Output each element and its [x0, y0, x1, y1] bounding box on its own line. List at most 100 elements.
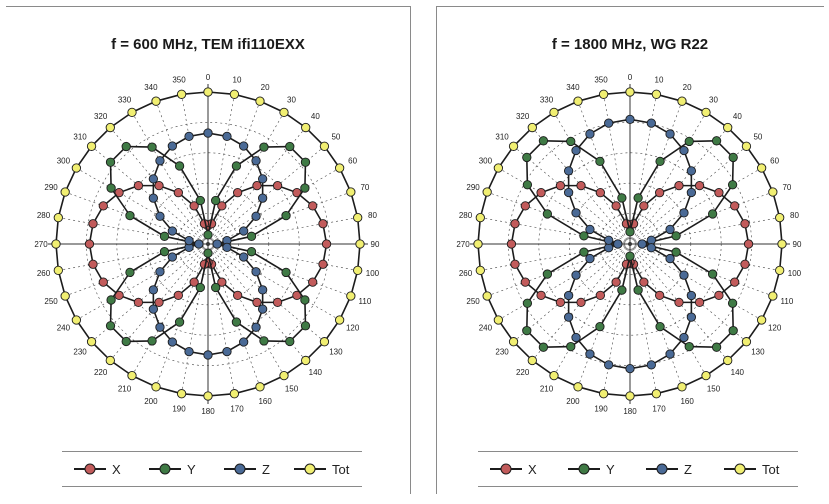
data-point-tot [229, 89, 240, 99]
legend-marker-y [568, 463, 600, 475]
data-point-z [585, 349, 595, 359]
data-point-y [617, 285, 627, 295]
series-z [148, 128, 268, 360]
data-point-z [155, 156, 165, 166]
data-point-z [251, 211, 261, 221]
grid-spoke [181, 94, 209, 245]
panel-edge [6, 6, 410, 7]
angle-tick-label: 170 [230, 404, 244, 413]
data-point-tot [777, 239, 787, 249]
grid-spoke [629, 167, 762, 245]
data-point-z [625, 363, 635, 374]
grid-spoke [207, 191, 351, 245]
series-y [105, 141, 311, 347]
grid-spoke [577, 243, 631, 387]
data-point-tot [527, 355, 537, 366]
data-point-z [571, 208, 581, 218]
data-point-y [671, 231, 681, 241]
polar-plot: 0 10 20 30 40 50 60 70 80 90 100 110 120 130 140 150 160… [34, 73, 380, 416]
grid-spoke [487, 243, 631, 297]
angle-tick-label: 70 [782, 183, 791, 192]
data-point-y [211, 282, 221, 293]
data-point-y [281, 210, 291, 221]
data-point-x [730, 277, 740, 287]
data-point-tot [701, 107, 711, 118]
data-point-z [563, 312, 574, 322]
data-point-y [633, 193, 643, 203]
data-point-y [595, 321, 605, 332]
data-point-tot [723, 355, 733, 366]
angle-tick-label: 320 [516, 112, 530, 121]
angle-tick-label: 100 [788, 269, 802, 278]
data-point-y [566, 136, 576, 147]
data-point-tot [60, 187, 70, 197]
data-point-tot [53, 212, 63, 223]
angle-tick-label: 310 [495, 133, 509, 142]
data-point-tot [334, 315, 345, 325]
data-point-z [184, 236, 194, 246]
data-point-x [506, 239, 517, 249]
data-point-y [147, 142, 157, 152]
grid-spoke [76, 243, 209, 321]
data-point-tot [768, 291, 778, 301]
angle-tick-label: 300 [479, 157, 493, 166]
legend-label: Y [187, 462, 196, 477]
data-point-x [555, 297, 566, 308]
chart-title: f = 600 MHz, TEM ifi110EXX [111, 36, 305, 53]
data-point-z [239, 141, 249, 151]
data-point-z [646, 118, 656, 128]
angle-tick-label: 20 [261, 83, 270, 92]
data-point-z [571, 145, 581, 156]
legend-marker-tot [724, 463, 756, 475]
angle-tick-label: 180 [201, 407, 215, 416]
data-point-z [257, 304, 268, 314]
legend-item-x: X [488, 458, 537, 480]
data-point-x [595, 290, 606, 300]
data-point-tot [319, 141, 330, 151]
data-point-y [671, 247, 681, 257]
data-point-z [239, 252, 249, 262]
data-point-z [222, 242, 232, 252]
legend-marker-y [149, 463, 181, 475]
data-point-tot [756, 315, 767, 325]
data-point-z [679, 208, 689, 218]
data-point-y [106, 183, 116, 193]
data-point-tot [203, 87, 213, 97]
angle-tick-label: 210 [540, 385, 554, 394]
angle-tick-label: 260 [37, 269, 51, 278]
data-point-tot [473, 239, 483, 249]
data-point-z [222, 346, 232, 357]
data-point-tot [127, 370, 137, 381]
data-point-tot [598, 89, 609, 99]
data-point-x [133, 297, 144, 308]
data-point-tot [775, 265, 785, 276]
data-point-z [251, 322, 261, 332]
data-point-y [125, 267, 135, 278]
angle-tick-label: 240 [57, 324, 71, 333]
panel-edge [436, 6, 824, 7]
data-point-x [252, 297, 262, 308]
data-point-tot [334, 163, 345, 173]
data-point-z [167, 337, 177, 347]
data-point-z [212, 239, 222, 249]
data-point-tot [151, 96, 161, 106]
grid-spoke [577, 101, 631, 245]
data-point-z [679, 145, 689, 156]
data-point-tot [255, 382, 265, 392]
grid-spoke [629, 243, 683, 387]
data-point-x [272, 297, 283, 308]
angle-tick-label: 30 [287, 95, 296, 104]
data-point-x [173, 188, 184, 198]
data-point-y [566, 341, 576, 352]
data-point-x [611, 277, 621, 287]
legend-item-y: Y [147, 458, 196, 480]
series-tot [473, 87, 787, 401]
legend-label: X [112, 462, 121, 477]
data-point-tot [508, 141, 519, 151]
data-point-z [686, 312, 697, 322]
data-point-y [625, 251, 635, 261]
data-point-x [674, 297, 684, 308]
angle-tick-label: 330 [540, 95, 554, 104]
grid-spoke [65, 191, 209, 245]
data-point-tot [768, 187, 778, 197]
